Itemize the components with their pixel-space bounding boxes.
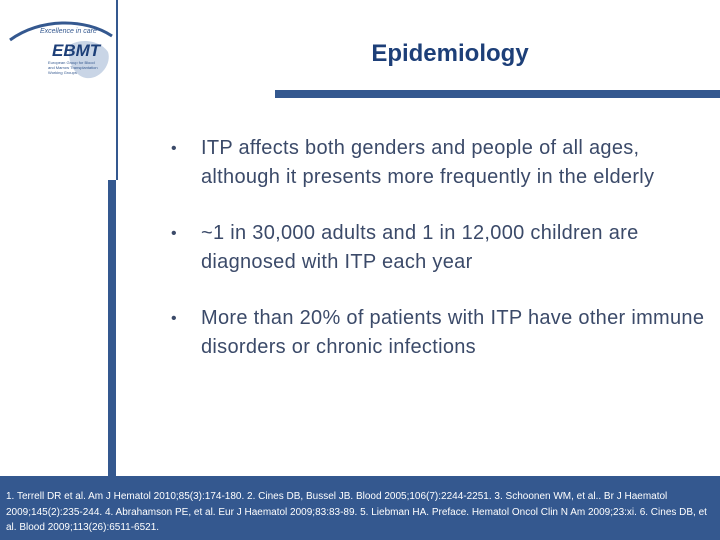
title-underline-bar xyxy=(275,90,720,98)
bullet-marker: • xyxy=(171,310,177,327)
bullet-item: • ~1 in 30,000 adults and 1 in 12,000 ch… xyxy=(170,219,710,277)
bullet-marker: • xyxy=(171,140,177,157)
references-text: 1. Terrell DR et al. Am J Hematol 2010;8… xyxy=(6,491,707,533)
logo-tagline: Excellence in care xyxy=(40,28,97,35)
vertical-accent-bar xyxy=(108,180,116,476)
bullet-item: • ITP affects both genders and people of… xyxy=(170,134,710,192)
logo-subtitle-box: European Group for Blood and Marrow Tran… xyxy=(48,60,98,75)
logo-subtitle: European Group for Blood and Marrow Tran… xyxy=(48,60,98,75)
references-footer: 1. Terrell DR et al. Am J Hematol 2010;8… xyxy=(0,476,720,540)
logo-swoosh xyxy=(9,21,113,42)
logo-name: EBMT xyxy=(52,41,102,60)
vertical-rule-top xyxy=(116,0,118,180)
bullet-list: • ITP affects both genders and people of… xyxy=(170,134,710,389)
slide-title: Epidemiology xyxy=(371,40,529,67)
europe-map-icon xyxy=(68,40,109,79)
bullet-text: ~1 in 30,000 adults and 1 in 12,000 chil… xyxy=(201,222,639,273)
bullet-text: ITP affects both genders and people of a… xyxy=(201,137,655,188)
ebmt-logo: Excellence in care EBMT European Group f… xyxy=(0,0,118,95)
ebmt-logo-graphic: Excellence in care EBMT European Group f… xyxy=(9,21,113,79)
bullet-item: • More than 20% of patients with ITP hav… xyxy=(170,304,710,362)
bullet-marker: • xyxy=(171,225,177,242)
bullet-text: More than 20% of patients with ITP have … xyxy=(201,307,705,358)
